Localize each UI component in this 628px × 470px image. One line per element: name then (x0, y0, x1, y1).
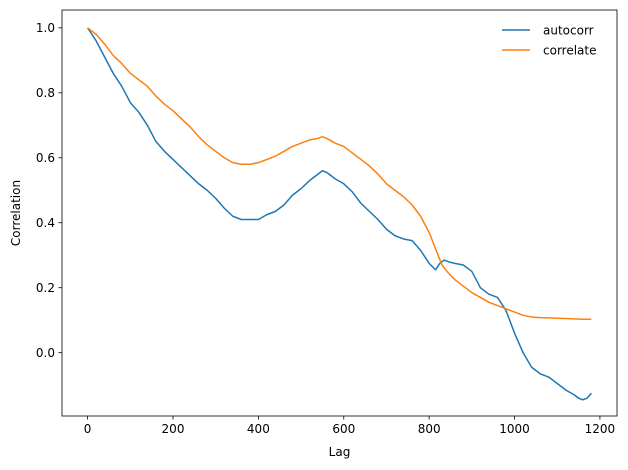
y-axis-label: Correlation (9, 180, 23, 246)
x-tick-label: 0 (84, 422, 92, 436)
x-tick-label: 1200 (585, 422, 616, 436)
x-tick-label: 400 (247, 422, 270, 436)
series-line-correlate (87, 27, 592, 320)
y-tick-label: 0.6 (36, 151, 55, 165)
legend-label-correlate: correlate (543, 43, 597, 57)
x-tick-label: 200 (162, 422, 185, 436)
x-axis-ticks: 0 200 400 600 800 1000 1200 (84, 416, 615, 436)
series-line-autocorr (86, 27, 592, 401)
legend-label-autocorr: autocorr (543, 23, 594, 37)
axes-frame (61, 9, 618, 417)
y-tick-label: 0.2 (36, 281, 55, 295)
x-tick-label: 600 (332, 422, 355, 436)
plot-lines (86, 27, 592, 401)
y-tick-label: 0.0 (36, 346, 55, 360)
y-tick-label: 1.0 (36, 21, 55, 35)
y-tick-label: 0.4 (36, 216, 55, 230)
y-tick-label: 0.8 (36, 86, 55, 100)
legend: autocorr correlate (502, 23, 597, 57)
y-axis-ticks: 0.0 0.2 0.4 0.6 0.8 1.0 (36, 21, 62, 360)
x-tick-label: 800 (418, 422, 441, 436)
x-axis-label: Lag (329, 445, 351, 459)
x-tick-label: 1000 (499, 422, 530, 436)
